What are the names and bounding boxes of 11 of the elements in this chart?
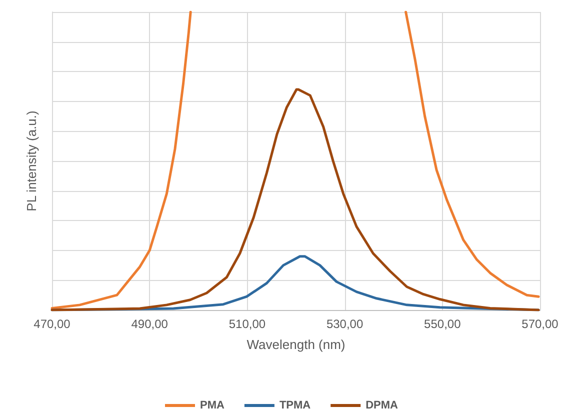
- legend-label: DPMA: [366, 400, 398, 412]
- legend-label: TPMA: [279, 400, 311, 412]
- x-tick-label: 530,00: [326, 317, 364, 331]
- x-tick-label: 550,00: [424, 317, 462, 331]
- x-tick-label: 470,00: [34, 317, 71, 331]
- y-axis-title: PL intensity (a.u.): [24, 110, 39, 212]
- x-tick-label: 490,00: [131, 317, 168, 331]
- x-tick-label: 570,00: [522, 317, 559, 331]
- x-tick-label: 510,00: [228, 317, 266, 331]
- legend-label: PMA: [200, 400, 225, 412]
- x-axis-title: Wavelength (nm): [246, 337, 346, 352]
